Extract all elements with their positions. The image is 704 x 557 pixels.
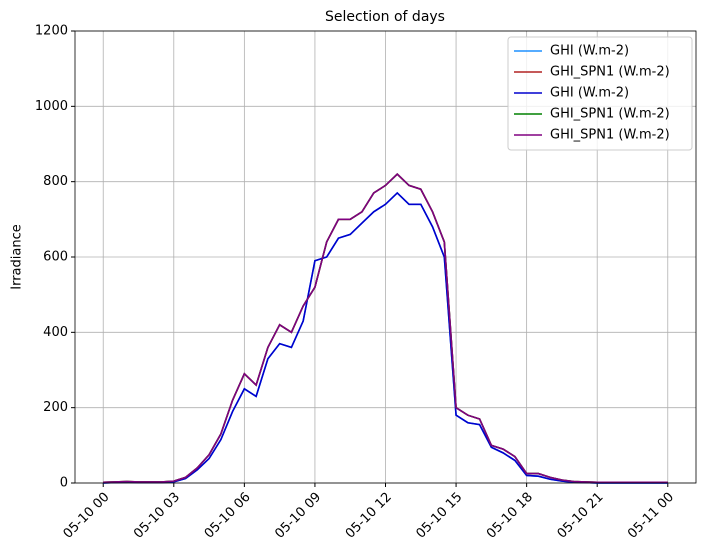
x-tick-label: 05-10 15 (413, 490, 465, 542)
legend-label: GHI (W.m-2) (550, 44, 629, 59)
legend-label: GHI (W.m-2) (550, 86, 629, 101)
x-tick-label: 05-10 18 (484, 490, 536, 542)
legend-label: GHI_SPN1 (W.m-2) (550, 128, 670, 143)
x-tick-label: 05-10 21 (555, 490, 607, 542)
legend-label: GHI_SPN1 (W.m-2) (550, 65, 670, 80)
x-tick-label: 05-11 00 (625, 490, 677, 542)
y-tick-label: 600 (43, 250, 68, 265)
x-tick-label: 05-10 03 (131, 490, 183, 542)
x-tick-label: 05-10 12 (343, 490, 395, 542)
legend-box (507, 36, 693, 151)
x-tick-label: 05-10 00 (61, 490, 113, 542)
series-line (103, 173, 668, 484)
x-tick-label: 05-10 06 (202, 490, 254, 542)
y-tick-label: 800 (43, 174, 68, 189)
chart-title: Selection of days (325, 9, 445, 25)
y-tick-label: 1000 (35, 99, 68, 114)
y-tick-label: 1200 (35, 24, 68, 39)
y-tick-label: 0 (60, 476, 68, 491)
plot-frame (74, 30, 697, 484)
y-tick-label: 200 (43, 400, 68, 415)
x-tick-label: 05-10 09 (272, 490, 324, 542)
legend-label: GHI_SPN1 (W.m-2) (550, 107, 670, 122)
y-axis-label: Irradiance (10, 224, 25, 289)
y-tick-label: 400 (43, 325, 68, 340)
